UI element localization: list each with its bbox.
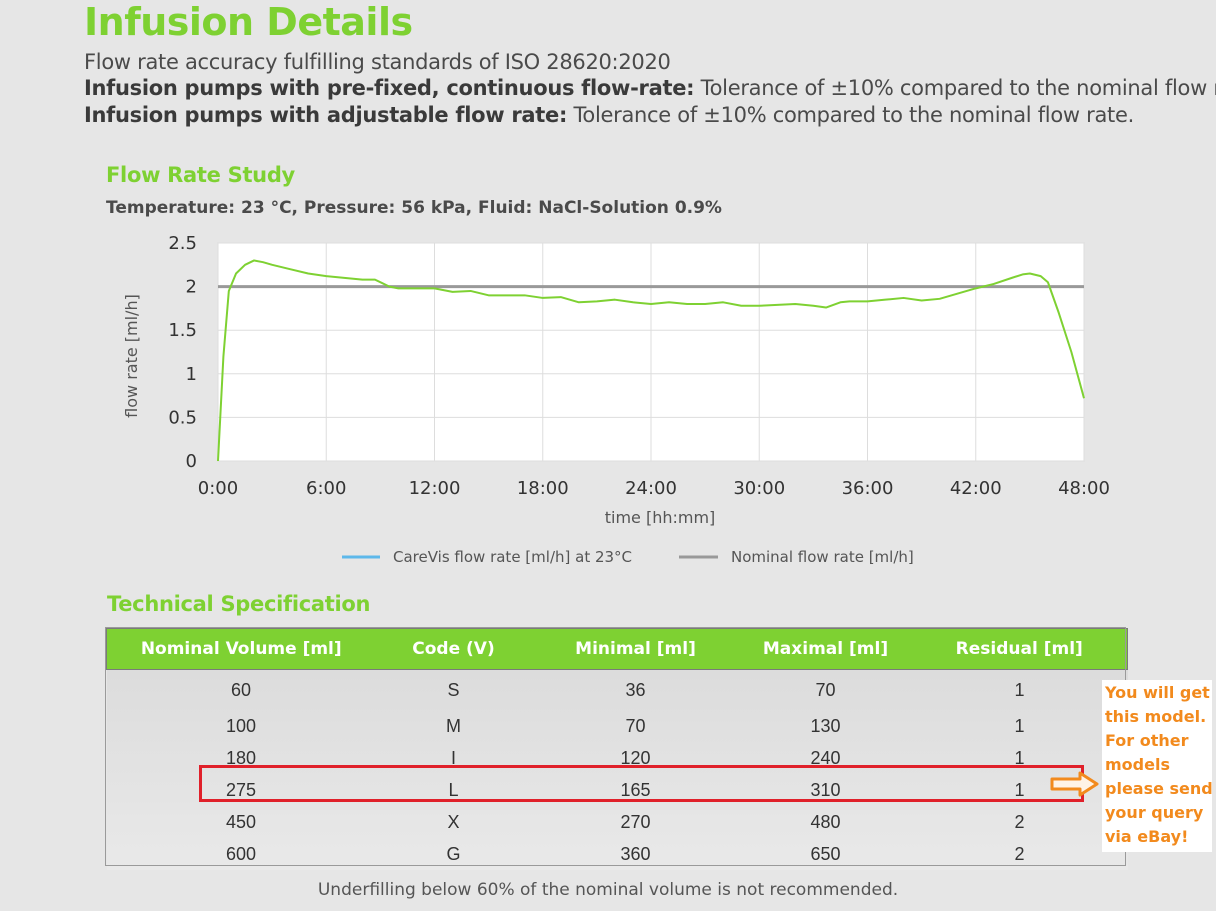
right-arrow-icon (1050, 771, 1099, 797)
note-line: your query (1105, 803, 1204, 822)
table-row: 60 S 36 70 1 (107, 670, 1128, 711)
cell-maximal: 130 (810, 715, 841, 736)
adjustable-text: Tolerance of ±10% compared to the nomina… (567, 103, 1134, 127)
x-tick-label: 48:00 (1058, 478, 1110, 499)
cell-maximal: 650 (810, 843, 841, 864)
cell-residual: 1 (1014, 679, 1025, 700)
table-row: 180 I 120 240 1 (107, 742, 1128, 774)
x-tick-label: 24:00 (625, 478, 677, 499)
cell-code: M (446, 715, 461, 736)
cell-code: S (447, 679, 460, 700)
y-tick-label: 2 (186, 277, 197, 298)
cell-residual: 1 (1014, 779, 1025, 800)
cell-minimal: 120 (620, 747, 651, 768)
y-tick-label: 1 (186, 364, 197, 385)
y-tick-label: 0.5 (168, 407, 197, 428)
spec-heading: Technical Specification (107, 592, 371, 616)
note-line: For other (1105, 731, 1189, 750)
adjustable-tolerance-line: Infusion pumps with adjustable flow rate… (84, 103, 1134, 127)
cell-volume: 450 (225, 811, 257, 832)
cell-minimal: 165 (620, 779, 651, 800)
y-axis-label: flow rate [ml/h] (122, 294, 141, 418)
adjustable-label: Infusion pumps with adjustable flow rate… (84, 103, 568, 127)
cell-minimal: 270 (620, 811, 651, 832)
table-row: 450 X 270 480 2 (107, 806, 1128, 838)
table-row-highlighted: 275 L 165 310 1 (107, 774, 1128, 806)
header-minimal: Minimal [ml] (531, 628, 740, 670)
header-residual: Residual [ml] (911, 628, 1128, 670)
cell-volume: 600 (225, 843, 257, 864)
header-nominal-volume: Nominal Volume [ml] (106, 628, 376, 670)
y-tick-label: 0 (186, 451, 197, 472)
note-line: via eBay! (1105, 827, 1189, 846)
standard-line: Flow rate accuracy fulfilling standards … (84, 50, 671, 74)
y-tick-label: 1.5 (168, 320, 197, 341)
cell-maximal: 480 (810, 811, 841, 832)
flow-study-heading: Flow Rate Study (106, 163, 295, 187)
prefixed-tolerance-line: Infusion pumps with pre-fixed, continuou… (84, 76, 1216, 100)
cell-residual: 2 (1014, 811, 1025, 832)
prefixed-label: Infusion pumps with pre-fixed, continuou… (84, 76, 695, 100)
test-conditions: Temperature: 23 °C, Pressure: 56 kPa, Fl… (106, 198, 722, 218)
cell-volume: 180 (225, 747, 257, 768)
x-tick-label: 0:00 (198, 478, 238, 499)
table-row: 600 G 360 650 2 (107, 838, 1128, 870)
cell-maximal: 70 (815, 679, 836, 700)
cell-volume: 275 (225, 779, 257, 800)
cell-residual: 2 (1014, 843, 1025, 864)
table-row: 100 M 70 130 1 (107, 710, 1128, 742)
prefixed-text: Tolerance of ±10% compared to the nomina… (694, 76, 1216, 100)
header-code: Code (V) (375, 628, 532, 670)
y-tick-label: 2.5 (168, 233, 197, 254)
x-tick-label: 12:00 (409, 478, 461, 499)
x-axis-label: time [hh:mm] (605, 508, 716, 527)
x-tick-label: 6:00 (306, 478, 346, 499)
x-tick-label: 18:00 (517, 478, 569, 499)
note-line: models (1105, 755, 1170, 774)
header-maximal: Maximal [ml] (739, 628, 912, 670)
cell-volume: 60 (230, 679, 252, 700)
cell-minimal: 36 (625, 679, 646, 700)
note-line: this model. (1105, 707, 1207, 726)
cell-minimal: 70 (625, 715, 646, 736)
cell-code: L (448, 779, 459, 800)
note-line: please send (1105, 779, 1213, 798)
flow-rate-chart: 0:00 6:00 12:00 18:00 24:00 30:00 36:00 42:00 48… (122, 233, 1110, 566)
cell-volume: 100 (225, 715, 257, 736)
page-title: Infusion Details (84, 0, 413, 44)
cell-code: I (450, 747, 456, 768)
cell-maximal: 240 (810, 747, 841, 768)
x-tick-label: 36:00 (842, 478, 894, 499)
cell-residual: 1 (1014, 747, 1025, 768)
cell-code: X (447, 811, 460, 832)
spec-table: Nominal Volume [ml] Code (V) Minimal [ml… (106, 628, 1128, 870)
spec-header-row: Nominal Volume [ml] Code (V) Minimal [ml… (106, 628, 1128, 670)
footnote: Underfilling below 60% of the nominal vo… (317, 880, 899, 900)
cell-code: G (446, 843, 461, 864)
spec-body: 60 S 36 70 1 100 M 70 130 1 180 I 120 24… (106, 669, 1128, 870)
legend-label-nominal: Nominal flow rate [ml/h] (731, 548, 914, 566)
x-tick-label: 42:00 (950, 478, 1002, 499)
legend-label-carevis: CareVis flow rate [ml/h] at 23°C (393, 548, 632, 566)
ebay-note: You will get this model. For other model… (1102, 680, 1213, 852)
note-line: You will get (1105, 683, 1210, 702)
cell-residual: 1 (1014, 715, 1025, 736)
x-tick-label: 30:00 (733, 478, 785, 499)
cell-minimal: 360 (620, 843, 651, 864)
cell-maximal: 310 (810, 779, 841, 800)
selected-model-highlight (199, 765, 1084, 802)
series-line-carevis (217, 259, 1085, 462)
